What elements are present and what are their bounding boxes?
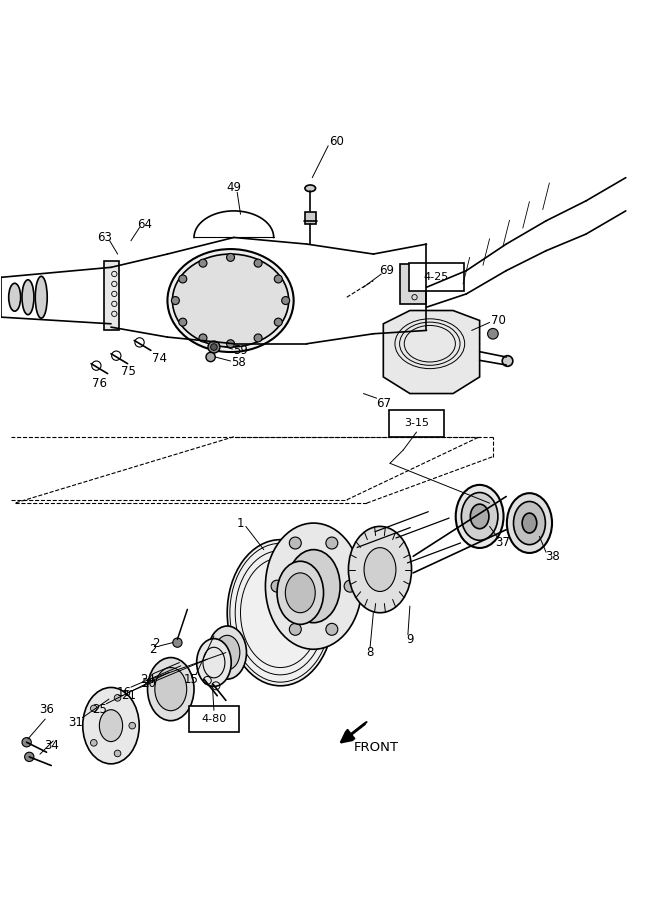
Text: 64: 64 [137, 218, 151, 230]
Text: 37: 37 [496, 536, 510, 550]
Text: 67: 67 [376, 397, 391, 410]
Ellipse shape [364, 547, 396, 591]
Circle shape [289, 537, 301, 549]
Circle shape [326, 624, 338, 635]
Circle shape [208, 341, 220, 353]
Circle shape [179, 275, 187, 283]
Ellipse shape [167, 249, 293, 352]
Circle shape [274, 275, 282, 283]
Text: 36: 36 [39, 703, 54, 716]
Text: FRONT: FRONT [354, 741, 399, 754]
Circle shape [274, 319, 282, 326]
Text: 21: 21 [121, 689, 137, 702]
Circle shape [179, 319, 187, 326]
Ellipse shape [285, 573, 315, 613]
Text: 31: 31 [68, 716, 83, 729]
Ellipse shape [155, 668, 187, 711]
Bar [104, 261, 119, 330]
Circle shape [254, 259, 262, 267]
Circle shape [206, 353, 215, 362]
Circle shape [22, 738, 31, 747]
Circle shape [254, 334, 262, 342]
Ellipse shape [348, 526, 412, 613]
Ellipse shape [305, 185, 315, 192]
Text: 20: 20 [141, 678, 156, 690]
Circle shape [173, 638, 182, 647]
Circle shape [227, 254, 235, 261]
Text: 74: 74 [152, 352, 167, 365]
Ellipse shape [502, 356, 513, 366]
Ellipse shape [522, 513, 537, 533]
Ellipse shape [9, 284, 21, 311]
Text: 76: 76 [92, 377, 107, 390]
Ellipse shape [99, 710, 123, 742]
Circle shape [488, 328, 498, 339]
Ellipse shape [456, 485, 504, 548]
Ellipse shape [507, 493, 552, 553]
Ellipse shape [147, 658, 194, 721]
Text: 58: 58 [231, 356, 246, 369]
Circle shape [271, 580, 283, 592]
Text: 63: 63 [97, 231, 112, 244]
Text: 24: 24 [140, 672, 155, 686]
Text: 1: 1 [237, 517, 244, 529]
Ellipse shape [265, 523, 362, 649]
Text: 8: 8 [366, 646, 374, 659]
Text: 70: 70 [491, 314, 506, 327]
Polygon shape [384, 310, 480, 393]
Circle shape [91, 740, 97, 746]
Text: 2: 2 [149, 643, 157, 656]
Ellipse shape [287, 550, 340, 623]
Ellipse shape [173, 254, 289, 347]
Text: 16: 16 [117, 686, 132, 699]
FancyBboxPatch shape [390, 410, 444, 436]
Ellipse shape [227, 540, 334, 686]
Ellipse shape [35, 276, 47, 319]
Ellipse shape [514, 501, 546, 544]
Text: 38: 38 [546, 550, 560, 562]
Text: 15: 15 [183, 672, 198, 686]
Text: 4-80: 4-80 [201, 714, 227, 724]
Ellipse shape [83, 688, 139, 764]
FancyBboxPatch shape [189, 706, 239, 732]
Text: 25: 25 [92, 703, 107, 716]
Circle shape [227, 339, 235, 347]
Circle shape [199, 334, 207, 342]
Circle shape [326, 537, 338, 549]
Text: 60: 60 [329, 135, 344, 148]
Text: 9: 9 [406, 633, 414, 646]
Circle shape [91, 706, 97, 712]
Text: 59: 59 [233, 344, 248, 357]
Ellipse shape [462, 492, 498, 540]
Ellipse shape [197, 639, 231, 687]
Text: 49: 49 [226, 181, 241, 194]
FancyBboxPatch shape [410, 264, 464, 292]
Circle shape [281, 297, 289, 304]
Circle shape [25, 752, 34, 761]
Text: 3-15: 3-15 [404, 418, 429, 428]
Circle shape [344, 580, 356, 592]
Circle shape [114, 695, 121, 701]
Ellipse shape [470, 504, 489, 528]
Circle shape [211, 344, 217, 350]
Text: 75: 75 [121, 365, 136, 378]
Text: 2: 2 [151, 637, 159, 651]
Ellipse shape [22, 280, 34, 315]
Circle shape [199, 259, 207, 267]
Bar [400, 264, 426, 304]
Ellipse shape [215, 635, 240, 670]
Text: 34: 34 [44, 739, 59, 752]
Circle shape [129, 723, 135, 729]
Circle shape [171, 297, 179, 304]
Circle shape [114, 750, 121, 757]
Ellipse shape [208, 626, 247, 680]
Text: 69: 69 [379, 265, 394, 277]
Text: 4-25: 4-25 [424, 273, 449, 283]
Bar [305, 212, 315, 224]
Ellipse shape [277, 562, 323, 625]
Circle shape [289, 624, 301, 635]
